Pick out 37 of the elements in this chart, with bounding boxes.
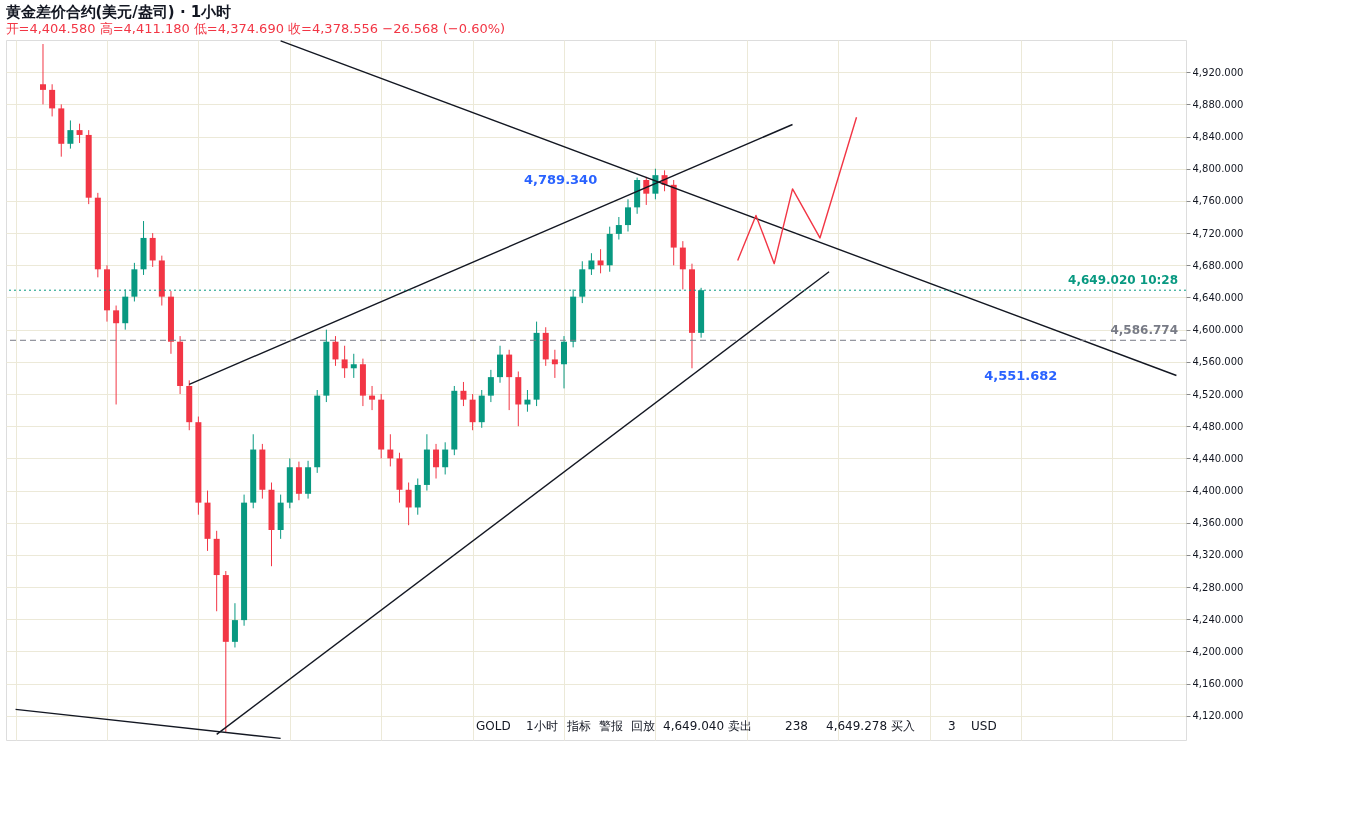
- y-tick-label: 4,640.000: [1192, 291, 1244, 303]
- ref-line-label: 4,586.774: [1110, 323, 1178, 338]
- y-tick-label: 4,360.000: [1192, 517, 1244, 529]
- y-tick-label: 4,560.000: [1192, 356, 1244, 368]
- y-tick-label: 4,240.000: [1192, 613, 1244, 625]
- annotation: 4,551.682: [984, 368, 1058, 383]
- y-tick-label: 4,800.000: [1192, 163, 1244, 175]
- y-tick-label: 4,600.000: [1192, 324, 1244, 336]
- y-tick-label: 4,440.000: [1192, 452, 1244, 464]
- y-tick-label: 4,120.000: [1192, 710, 1244, 722]
- annotation: 回放: [631, 719, 655, 733]
- ref-line-label: 4,649.020 10:28: [1068, 273, 1178, 288]
- annotation: USD: [971, 719, 997, 733]
- annotation: 1小时: [526, 719, 558, 733]
- y-tick-label: 4,720.000: [1192, 227, 1244, 239]
- y-tick-label: 4,320.000: [1192, 549, 1244, 561]
- annotation: 警报: [599, 719, 623, 733]
- y-tick-label: 4,520.000: [1192, 388, 1244, 400]
- annotation: 3: [948, 719, 956, 733]
- annotation: 4,789.340: [524, 172, 598, 187]
- annotation: 4,649.040 卖出: [663, 719, 752, 733]
- y-tick-label: 4,480.000: [1192, 420, 1244, 432]
- y-tick-label: 4,280.000: [1192, 581, 1244, 593]
- chart-title: 黄金差价合约(美元/盎司) · 1小时: [4, 3, 232, 21]
- y-tick-label: 4,760.000: [1192, 195, 1244, 207]
- annotation: 4,649.278 买入: [826, 719, 915, 733]
- y-tick-label: 4,880.000: [1192, 98, 1244, 110]
- y-tick-label: 4,200.000: [1192, 645, 1244, 657]
- annotation: 指标: [566, 719, 591, 733]
- y-tick-label: 4,920.000: [1192, 66, 1244, 78]
- y-tick-label: 4,400.000: [1192, 485, 1244, 497]
- y-tick-label: 4,680.000: [1192, 259, 1244, 271]
- y-tick-label: 4,840.000: [1192, 131, 1244, 143]
- chart-subtitle: 开=4,404.580 高=4,411.180 低=4,374.690 收=4,378.556 −26.568 (−0.60%): [5, 21, 506, 36]
- y-tick-label: 4,160.000: [1192, 678, 1244, 690]
- annotation: GOLD: [476, 719, 511, 733]
- annotation: 238: [785, 719, 808, 733]
